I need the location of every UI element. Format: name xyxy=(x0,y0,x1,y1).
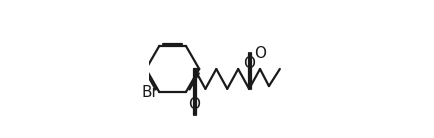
Text: O: O xyxy=(254,47,266,62)
Text: O: O xyxy=(243,56,255,71)
Text: Br: Br xyxy=(141,85,158,100)
Text: O: O xyxy=(188,97,201,112)
